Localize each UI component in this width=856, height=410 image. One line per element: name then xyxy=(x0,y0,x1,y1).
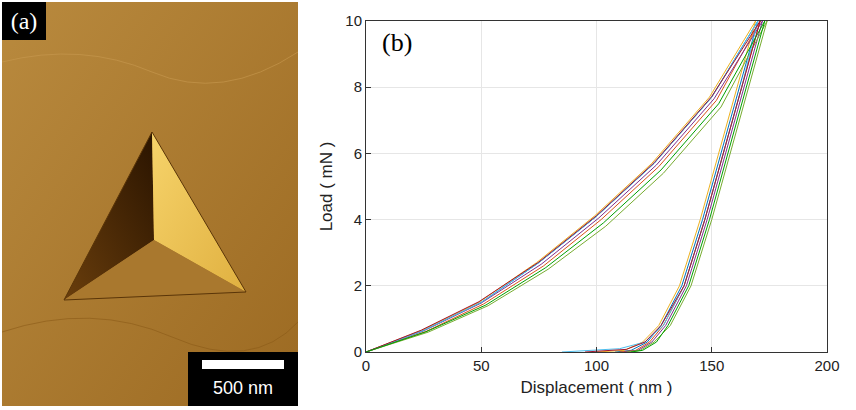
svg-text:150: 150 xyxy=(699,357,724,374)
svg-text:Load ( mN ): Load ( mN ) xyxy=(317,142,336,232)
svg-text:2: 2 xyxy=(354,277,362,294)
svg-text:Displacement ( nm ): Displacement ( nm ) xyxy=(520,378,672,397)
svg-text:(b): (b) xyxy=(382,28,412,57)
svg-text:(a): (a) xyxy=(11,8,38,34)
svg-text:0: 0 xyxy=(354,343,362,360)
svg-text:50: 50 xyxy=(473,357,490,374)
svg-text:10: 10 xyxy=(345,12,362,29)
svg-text:6: 6 xyxy=(354,145,362,162)
svg-text:8: 8 xyxy=(354,78,362,95)
svg-text:100: 100 xyxy=(584,357,609,374)
svg-text:200: 200 xyxy=(814,357,839,374)
svg-text:0: 0 xyxy=(362,357,370,374)
svg-text:500 nm: 500 nm xyxy=(213,378,273,398)
svg-text:4: 4 xyxy=(354,211,362,228)
